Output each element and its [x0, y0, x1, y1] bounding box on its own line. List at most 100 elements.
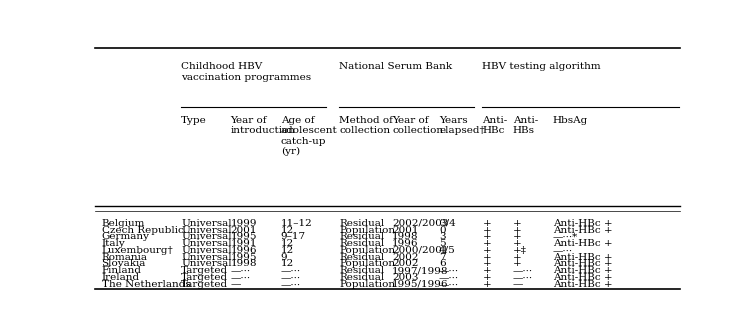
- Text: National Serum Bank: National Serum Bank: [339, 62, 453, 72]
- Text: Anti-HBc +: Anti-HBc +: [553, 225, 612, 235]
- Text: Anti-
HBc: Anti- HBc: [482, 116, 507, 135]
- Text: Targeted: Targeted: [181, 280, 228, 289]
- Text: Belgium: Belgium: [101, 219, 145, 228]
- Text: 11–12: 11–12: [280, 219, 312, 228]
- Text: HBV testing algorithm: HBV testing algorithm: [482, 62, 601, 72]
- Text: +: +: [482, 225, 491, 235]
- Text: Anti-HBc +: Anti-HBc +: [553, 266, 612, 275]
- Text: Residual: Residual: [339, 253, 385, 262]
- Text: Romania: Romania: [101, 253, 147, 262]
- Text: Residual: Residual: [339, 266, 385, 275]
- Text: 1997/1998: 1997/1998: [392, 266, 448, 275]
- Text: +: +: [482, 232, 491, 241]
- Text: Method of
collection: Method of collection: [339, 116, 393, 135]
- Text: +: +: [482, 253, 491, 262]
- Text: +‡: +‡: [513, 246, 527, 255]
- Text: —···: —···: [280, 280, 301, 289]
- Text: 0: 0: [439, 225, 445, 235]
- Text: +: +: [482, 273, 491, 282]
- Text: 1998: 1998: [392, 232, 419, 241]
- Text: 2002: 2002: [392, 259, 419, 268]
- Text: —···: —···: [439, 266, 459, 275]
- Text: Germany: Germany: [101, 232, 150, 241]
- Text: 9: 9: [280, 253, 287, 262]
- Text: Universal: Universal: [181, 225, 232, 235]
- Text: The Netherlands: The Netherlands: [101, 280, 191, 289]
- Text: 1991: 1991: [231, 239, 257, 248]
- Text: +: +: [513, 219, 522, 228]
- Text: HbsAg: HbsAg: [553, 116, 588, 125]
- Text: +: +: [482, 246, 491, 255]
- Text: Anti-HBc +: Anti-HBc +: [553, 219, 612, 228]
- Text: —: —: [513, 280, 523, 289]
- Text: 4/5: 4/5: [439, 246, 456, 255]
- Text: Residual: Residual: [339, 239, 385, 248]
- Text: —···: —···: [513, 273, 533, 282]
- Text: Year of
introduction: Year of introduction: [231, 116, 296, 135]
- Text: Residual: Residual: [339, 232, 385, 241]
- Text: Age of
adolescent
catch-up
(yr): Age of adolescent catch-up (yr): [280, 116, 338, 156]
- Text: Ireland: Ireland: [101, 273, 140, 282]
- Text: +: +: [482, 239, 491, 248]
- Text: +: +: [513, 253, 522, 262]
- Text: 1995: 1995: [231, 232, 257, 241]
- Text: Residual: Residual: [339, 219, 385, 228]
- Text: —···: —···: [513, 266, 533, 275]
- Text: —···*: —···*: [553, 232, 578, 241]
- Text: 6: 6: [439, 259, 445, 268]
- Text: Anti-HBc +: Anti-HBc +: [553, 259, 612, 268]
- Text: Italy: Italy: [101, 239, 125, 248]
- Text: 3/4: 3/4: [439, 219, 456, 228]
- Text: Population: Population: [339, 225, 395, 235]
- Text: +: +: [513, 259, 522, 268]
- Text: —: —: [231, 280, 241, 289]
- Text: Population: Population: [339, 280, 395, 289]
- Text: 1996: 1996: [392, 239, 419, 248]
- Text: +: +: [513, 239, 522, 248]
- Text: Anti-
HBs: Anti- HBs: [513, 116, 538, 135]
- Text: Universal: Universal: [181, 253, 232, 262]
- Text: 5: 5: [439, 239, 445, 248]
- Text: Finland: Finland: [101, 266, 141, 275]
- Text: 2002/2003: 2002/2003: [392, 219, 448, 228]
- Text: Universal: Universal: [181, 259, 232, 268]
- Text: Slovakia: Slovakia: [101, 259, 146, 268]
- Text: 12: 12: [280, 225, 294, 235]
- Text: 1996: 1996: [231, 246, 257, 255]
- Text: 2001: 2001: [231, 225, 257, 235]
- Text: Residual: Residual: [339, 273, 385, 282]
- Text: 12: 12: [280, 239, 294, 248]
- Text: 3: 3: [439, 232, 445, 241]
- Text: —···: —···: [553, 246, 573, 255]
- Text: +: +: [482, 219, 491, 228]
- Text: 1999: 1999: [231, 219, 257, 228]
- Text: +: +: [513, 232, 522, 241]
- Text: 9–17: 9–17: [280, 232, 306, 241]
- Text: Anti-HBc +: Anti-HBc +: [553, 280, 612, 289]
- Text: —···: —···: [280, 273, 301, 282]
- Text: 2002: 2002: [392, 253, 419, 262]
- Text: 12: 12: [280, 259, 294, 268]
- Text: Czech Republic: Czech Republic: [101, 225, 183, 235]
- Text: 2000/2001: 2000/2001: [392, 246, 448, 255]
- Text: Anti-HBc +: Anti-HBc +: [553, 239, 612, 248]
- Text: 12: 12: [280, 246, 294, 255]
- Text: 1995: 1995: [231, 253, 257, 262]
- Text: Universal: Universal: [181, 232, 232, 241]
- Text: Universal: Universal: [181, 246, 232, 255]
- Text: Years
elapsed†: Years elapsed†: [439, 116, 485, 135]
- Text: —···: —···: [439, 280, 459, 289]
- Text: —···: —···: [280, 266, 301, 275]
- Text: Anti-HBc +: Anti-HBc +: [553, 273, 612, 282]
- Text: 7: 7: [439, 253, 445, 262]
- Text: Type: Type: [181, 116, 207, 125]
- Text: —···: —···: [231, 273, 250, 282]
- Text: Universal: Universal: [181, 219, 232, 228]
- Text: 2003: 2003: [392, 273, 419, 282]
- Text: +: +: [482, 266, 491, 275]
- Text: Year of
collection: Year of collection: [392, 116, 443, 135]
- Text: 1998: 1998: [231, 259, 257, 268]
- Text: Anti-HBc +: Anti-HBc +: [553, 253, 612, 262]
- Text: Targeted: Targeted: [181, 273, 228, 282]
- Text: +: +: [513, 225, 522, 235]
